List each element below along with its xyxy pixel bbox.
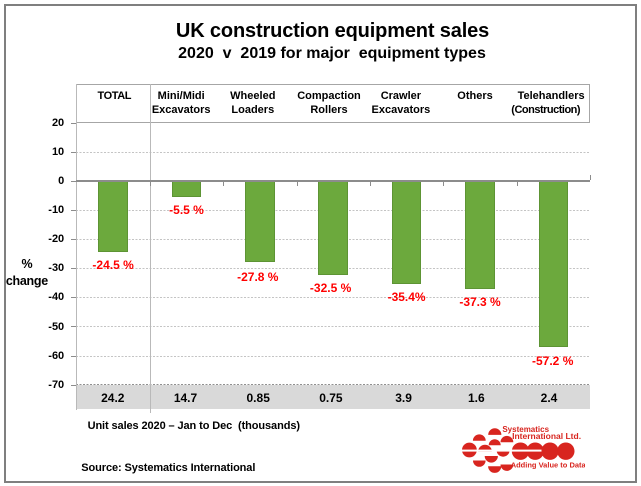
svg-text:Adding Value to Data: Adding Value to Data — [511, 460, 585, 469]
svg-text:International Ltd.: International Ltd. — [512, 431, 581, 441]
svg-text:Systematics: Systematics — [502, 425, 549, 434]
